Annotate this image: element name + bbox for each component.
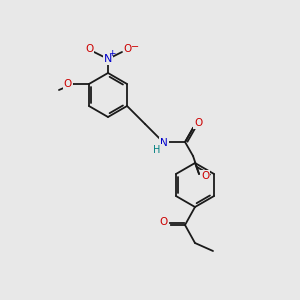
Text: O: O [64, 79, 72, 89]
Text: −: − [131, 42, 139, 52]
Text: N: N [160, 138, 168, 148]
Text: +: + [108, 50, 116, 58]
Text: O: O [85, 44, 93, 54]
Text: N: N [104, 54, 112, 64]
Text: H: H [153, 145, 161, 155]
Text: O: O [201, 171, 209, 181]
Text: O: O [194, 118, 202, 128]
Text: O: O [160, 217, 168, 227]
Text: O: O [124, 44, 132, 54]
